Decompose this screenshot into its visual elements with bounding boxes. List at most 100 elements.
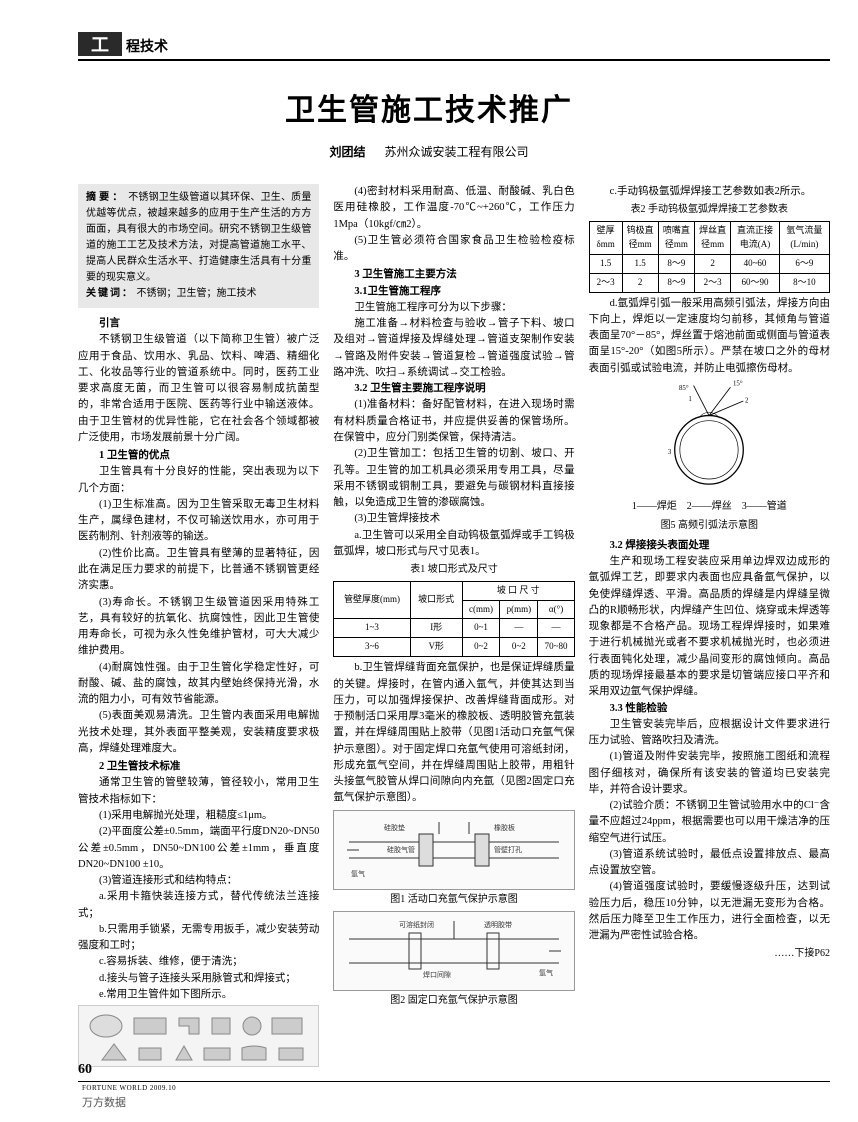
s33-3: (3)管道系统试验时，最低点设置排放点、最高点设置放空管。 [589, 847, 830, 880]
s33-2: (2)试验介质：不锈钢卫生管试验用水中的Cl⁻含量不应超过24ppm，根据需要也… [589, 798, 830, 847]
svg-text:焊口间隙: 焊口间隙 [423, 970, 451, 979]
t1r2c2: V形 [410, 638, 462, 657]
s32-1: (1)准备材料：备好配管材料，在进入现场时需有材料质量合格证书，并应提供妥善的保… [333, 397, 574, 446]
svg-text:橡胶板: 橡胶板 [494, 823, 515, 832]
t1r1c3: 0~1 [462, 619, 500, 638]
fig2-svg: 可溶纸封闭 透明胶带 焊口间隙 氩气 [339, 915, 569, 987]
fig1-svg: 硅胶垫 橡胶板 氩气 硅胶气管 管壁打孔 [339, 814, 569, 886]
intro-heading: 引言 [78, 316, 319, 332]
fittings-svg [84, 1008, 314, 1064]
s2-3e: e.常用卫生管件如下图所示。 [78, 987, 319, 1003]
keyword-text: 不锈钢；卫生管；施工技术 [137, 288, 257, 299]
t2h5: 直流正接电流(A) [731, 221, 779, 254]
s33-heading: 3.3 性能检验 [589, 701, 830, 717]
t2r2c3: 8～9 [658, 273, 694, 292]
fig5-svg: 85° 15° 1 2 3 [649, 377, 769, 497]
t2r2c4: 2～3 [695, 273, 731, 292]
s1-5: (5)表面美观易清洗。卫生管内表面采用电解抛光技术处理，其外表面平整美观，安装精… [78, 708, 319, 757]
t2r2c5: 60～90 [731, 273, 779, 292]
keyword-label: 关键词： [86, 288, 134, 299]
t1r2c3: 0~2 [462, 638, 500, 657]
figure-2: 可溶纸封闭 透明胶带 焊口间隙 氩气 [333, 911, 574, 991]
t1r1c5: — [538, 619, 574, 638]
s2-1: (1)采用电解抛光处理，粗糙度≤1μm。 [78, 808, 319, 824]
c2-p4: (4)密封材料采用耐高、低温、耐酸碱、乳白色医用硅橡胶，工作温度-70℃~+26… [333, 184, 574, 233]
s2-3d: d.接头与管子连接头采用脉管式和焊接式； [78, 971, 319, 987]
author-org: 苏州众诚安装工程有限公司 [385, 145, 529, 159]
svg-text:3: 3 [668, 449, 672, 456]
svg-text:透明胶带: 透明胶带 [484, 920, 512, 929]
t2r2c1: 2～3 [589, 273, 622, 292]
t2r1c4: 2 [695, 254, 731, 273]
page-number: 60 [78, 1062, 92, 1078]
header-rule [78, 59, 830, 61]
svg-text:1: 1 [689, 396, 693, 403]
t1r1c4: — [500, 619, 538, 638]
t2h6: 氩气流量(L/min) [779, 221, 829, 254]
table-2: 壁厚δmm 钨极直径mm 喷嘴直径mm 焊丝直径mm 直流正接电流(A) 氩气流… [589, 221, 830, 293]
svg-text:硅胶垫: 硅胶垫 [384, 823, 405, 832]
t2r1c2: 1.5 [622, 254, 658, 273]
s2-intro: 通常卫生管的管壁较薄，管径较小，常用卫生管技术指标如下： [78, 775, 319, 808]
s31-a: 卫生管施工程序可分为以下步骤： [333, 300, 574, 316]
table-1: 管壁厚度(mm) 坡口形式 坡 口 尺 寸 c(mm) p(mm) α(°) 1… [333, 581, 574, 658]
article-title: 卫生管施工技术推广 [0, 85, 858, 129]
t1r2c5: 70~80 [538, 638, 574, 657]
s31-b: 施工准备→材料检查与验收→管子下料、坡口及组对→管道焊接及焊缝处理→管道支架制作… [333, 316, 574, 381]
abstract-box: 摘要： 不锈钢卫生级管道以其环保、卫生、质量优越等优点，被越来越多的应用于生产生… [78, 184, 319, 308]
s32-heading: 3.2 卫生管主要施工程序说明 [333, 381, 574, 397]
t1-h3a: c(mm) [462, 600, 500, 619]
svg-text:氩气: 氩气 [351, 869, 365, 878]
t2h1: 壁厚δmm [589, 221, 622, 254]
s2-3b: b.只需用手锁紧，无需专用扳手，减少安装劳动强度和工时； [78, 922, 319, 955]
figure-5: 85° 15° 1 2 3 [589, 377, 830, 497]
t2h2: 钨极直径mm [622, 221, 658, 254]
s32-2: (2)卫生管加工：包括卫生管的切割、坡口、开孔等。卫生管的加工机具必须采用专用工… [333, 446, 574, 511]
s1-heading: 1 卫生管的优点 [78, 448, 319, 464]
svg-text:氩气: 氩气 [539, 968, 553, 977]
svg-text:可溶纸封闭: 可溶纸封闭 [399, 920, 434, 929]
c3-pc: c.手动钨极氩弧焊焊接工艺参数如表2所示。 [589, 184, 830, 200]
fittings-image [78, 1005, 319, 1067]
t1-h3c: α(°) [538, 600, 574, 619]
svg-text:15°: 15° [733, 380, 743, 387]
t2r1c5: 40~60 [731, 254, 779, 273]
t2r1c6: 6～9 [779, 254, 829, 273]
column-3: c.手动钨极氩弧焊焊接工艺参数如表2所示。 表2 手动钨极氩弧焊焊接工艺参数表 … [589, 184, 830, 1067]
footer-source: FORTUNE WORLD 2009.10 [82, 1084, 176, 1092]
t2r1c1: 1.5 [589, 254, 622, 273]
s2-3a: a.采用卡箍快装连接方式，替代传统法兰连接式； [78, 889, 319, 922]
wanfang-mark: 万方数据 [82, 1094, 126, 1110]
abstract-label: 摘要： [86, 192, 126, 203]
s2-3: (3)管道连接形式和结构特点： [78, 873, 319, 889]
s33-4: (4)管道强度试验时，要缓慢逐级升压，达到试验压力后，稳压10分钟，以无泄漏无变… [589, 879, 830, 944]
footer-rule [78, 1081, 830, 1082]
s32-3d: d.氩弧焊引弧一般采用高频引弧法，焊接方向由下向上，焊炬以一定速度均匀前移，其倾… [589, 296, 830, 377]
s2-heading: 2 卫生管技术标准 [78, 759, 319, 775]
s2-3c: c.容易拆装、维修，便于清洗； [78, 954, 319, 970]
t2h4: 焊丝直径mm [695, 221, 731, 254]
column-1: 摘要： 不锈钢卫生级管道以其环保、卫生、质量优越等优点，被越来越多的应用于生产生… [78, 184, 319, 1067]
svg-text:硅胶气管: 硅胶气管 [387, 845, 415, 854]
fig1-caption: 图1 活动口充氩气保护示意图 [333, 892, 574, 908]
s1-4: (4)耐腐蚀性强。由于卫生管化学稳定性好，可耐酸、碱、盐的腐蚀，故其内壁始终保持… [78, 660, 319, 709]
section-subtitle: 程技术 [126, 36, 168, 56]
t1-h1: 管壁厚度(mm) [334, 581, 410, 619]
figure-1: 硅胶垫 橡胶板 氩气 硅胶气管 管壁打孔 [333, 810, 574, 890]
s32-3b: b.卫生管焊缝背面充氩保护，也是保证焊缝质量的关键。焊接时，在管内通入氩气，并使… [333, 660, 574, 806]
tbl1-caption: 表1 坡口形式及尺寸 [333, 562, 574, 578]
t1r1c1: 1~3 [334, 619, 410, 638]
author-name: 刘团结 [329, 145, 365, 159]
s1-1: (1)卫生标准高。因为卫生管采取无毒卫生材料生产，属绿色建材，不仅可输送饮用水，… [78, 497, 319, 546]
t1-h3b: p(mm) [500, 600, 538, 619]
s31-heading: 3.1卫生管施工程序 [333, 284, 574, 300]
s32-3: (3)卫生管焊接技术 [333, 511, 574, 527]
s1-2: (2)性价比高。卫生管具有壁薄的显著特征，因此在满足压力要求的前提下，比普通不锈… [78, 546, 319, 595]
t1-h3: 坡 口 尺 寸 [462, 581, 574, 600]
fig5-caption: 图5 高频引弧法示意图 [589, 518, 830, 534]
s33-1: (1)管道及附件安装完毕，按照施工图纸和流程图仔细核对，确保所有该安装的管道均已… [589, 749, 830, 798]
t2r2c6: 8～10 [779, 273, 829, 292]
abstract-text: 不锈钢卫生级管道以其环保、卫生、质量优越等优点，被越来越多的应用于生产生活的方方… [86, 192, 311, 283]
continued-marker: ……下接P62 [589, 946, 830, 962]
s324-heading: 3.2 焊接接头表面处理 [589, 538, 830, 554]
